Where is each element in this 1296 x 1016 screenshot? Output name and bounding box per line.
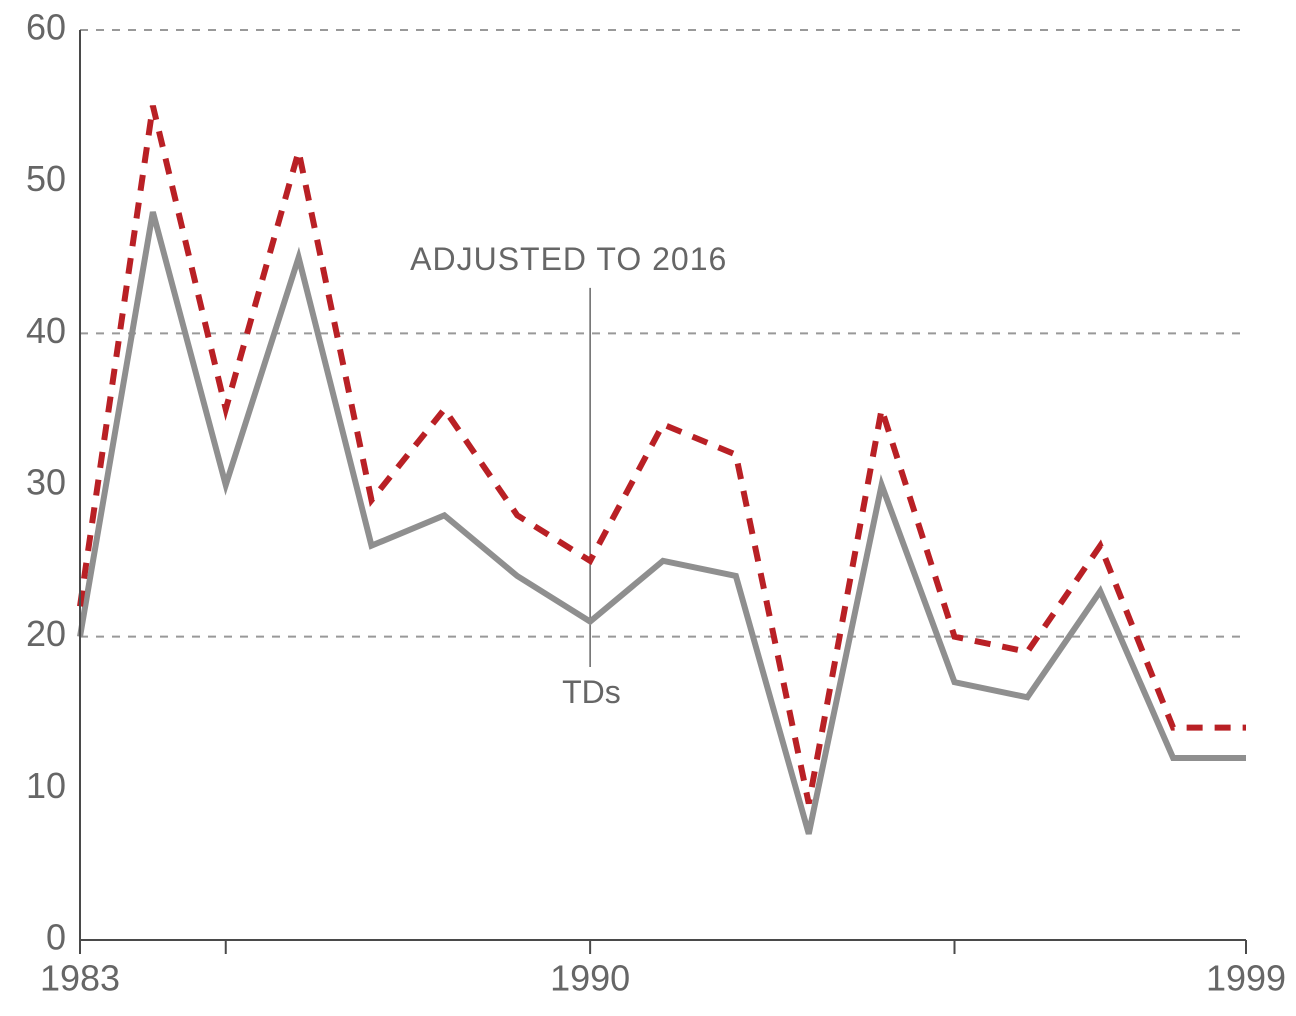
y-tick-label: 50 (26, 158, 66, 199)
y-tick-label: 20 (26, 613, 66, 654)
annotation-label-tds: TDs (562, 674, 621, 710)
x-tick-label: 1999 (1206, 957, 1286, 998)
annotation-label-adjusted: ADJUSTED TO 2016 (410, 241, 727, 277)
y-tick-label: 10 (26, 765, 66, 806)
y-tick-label: 40 (26, 310, 66, 351)
x-tick-label: 1990 (550, 957, 630, 998)
y-tick-label: 60 (26, 7, 66, 48)
series-line (80, 106, 1246, 804)
line-chart: 0 10 20 30 40 50 60 ADJUSTED TO 2016 TDs 1983 1990… (0, 0, 1296, 1016)
x-tick-label: 1983 (40, 957, 120, 998)
y-tick-label: 0 (46, 917, 66, 958)
y-tick-label: 30 (26, 462, 66, 503)
